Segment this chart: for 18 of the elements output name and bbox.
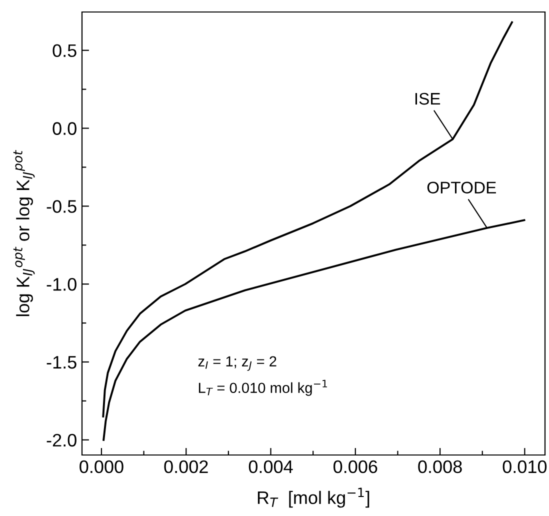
series-label: OPTODE <box>427 182 496 194</box>
x-tick-label: 0.008 <box>418 460 462 474</box>
x-tick-label: 0.010 <box>502 460 547 474</box>
annotation: L$_{T}$ = 0.010 mol kg$^{−1}$ <box>198 380 327 396</box>
y-tick-label: -0.5 <box>46 200 76 213</box>
x-tick-label: 0.000 <box>80 460 124 474</box>
y-tick-label: 0.0 <box>52 122 76 135</box>
y-axis-title: log K$_{IJ}$$^{opt}$ or log K$_{IJ}$$^{pot}$ <box>13 150 35 316</box>
x-tick-label: 0.002 <box>164 460 208 474</box>
annotation: z$_{I}$ = 1; z$_{J}$ = 2 <box>198 356 276 371</box>
x-tick-label: 0.006 <box>334 460 378 474</box>
y-tick-label: 0.5 <box>52 44 76 58</box>
y-tick-label: -1.0 <box>46 278 76 291</box>
y-tick-label: -2.0 <box>46 434 76 447</box>
x-tick-label: 0.004 <box>248 460 293 474</box>
series-label: ISE <box>415 92 440 105</box>
y-tick-label: -1.5 <box>46 356 76 369</box>
x-axis-title: R$_{T}$ [mol kg$^{−1}$] <box>258 488 370 508</box>
